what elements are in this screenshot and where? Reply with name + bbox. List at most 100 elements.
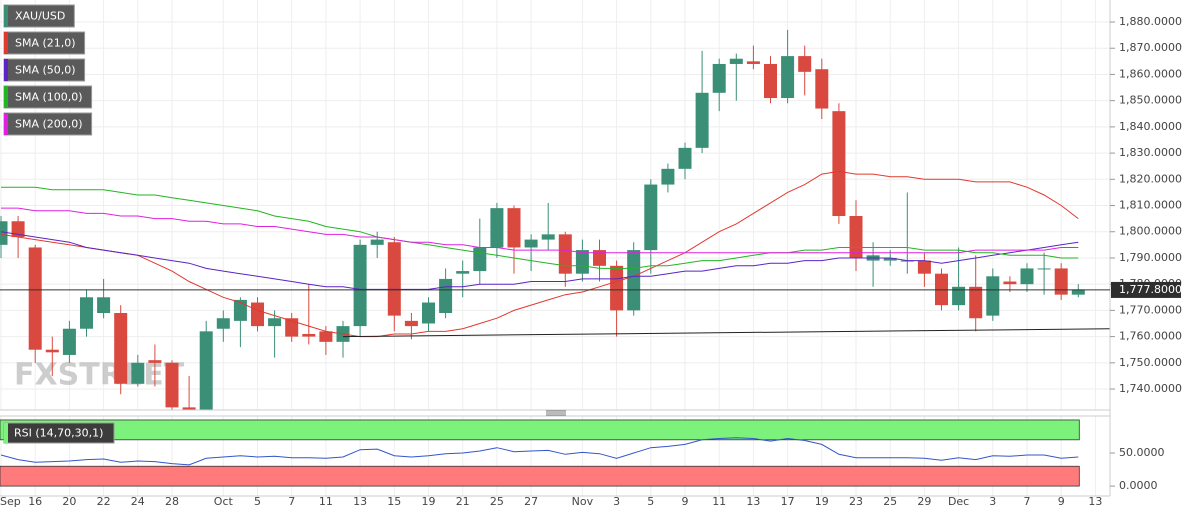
candle-body — [114, 313, 128, 384]
x-tick-label: 25 — [490, 495, 504, 508]
y-tick-label: 1,750.0000 — [1119, 356, 1182, 369]
candle-body — [849, 216, 863, 258]
candle-body — [251, 302, 264, 327]
candle-body — [917, 260, 931, 274]
y-tick-label: 1,880.0000 — [1119, 15, 1182, 28]
x-tick-label: 21 — [456, 495, 470, 508]
candle-body — [627, 250, 641, 311]
candle-body — [45, 349, 59, 353]
rsi-label-swatch — [4, 423, 8, 443]
sma-line — [1, 207, 1079, 254]
candle-body — [935, 273, 948, 306]
candle-body — [1054, 268, 1068, 295]
x-tick-label: Oct — [214, 495, 234, 508]
candle-body — [610, 265, 624, 311]
resize-handle[interactable] — [546, 410, 566, 416]
sma-line — [1, 186, 1079, 269]
candle-body — [422, 302, 435, 324]
candle-body — [353, 244, 367, 327]
axes: Sep 16 20 22 24 28 Oct 5 7 11 13 15 19 21 25 27 Nov 3 5 9 11… — [0, 15, 1182, 508]
candle-body — [986, 276, 1000, 316]
rsi-band — [0, 465, 1080, 487]
x-tick-label: 17 — [781, 495, 795, 508]
legend-swatch — [4, 32, 8, 54]
candle-body — [644, 184, 658, 251]
candle-body — [0, 221, 8, 245]
y-tick-label: 1,760.0000 — [1119, 330, 1182, 343]
sma-line — [0, 231, 1079, 290]
x-tick-label: 15 — [387, 495, 401, 508]
x-tick-label: 11 — [712, 495, 726, 508]
legend-label: SMA (21,0) — [15, 37, 76, 50]
x-tick-label: 3 — [989, 495, 996, 508]
candle-body — [798, 56, 812, 72]
x-tick-label: Sep — [0, 495, 21, 508]
x-tick-label: 24 — [131, 495, 145, 508]
candle-body — [216, 318, 230, 329]
candle-body — [712, 63, 726, 93]
y-tick-label: 1,810.0000 — [1119, 199, 1182, 212]
candle-body — [28, 247, 42, 350]
y-tick-label: 1,830.0000 — [1119, 146, 1182, 159]
price-plot — [0, 29, 1110, 410]
y-tick-label: 1,790.0000 — [1119, 251, 1182, 264]
x-tick-label: 13 — [746, 495, 760, 508]
candle-body — [165, 362, 179, 408]
trendline — [342, 328, 1110, 338]
x-tick-label: 19 — [815, 495, 829, 508]
x-tick-label: 16 — [28, 495, 42, 508]
candle-body — [593, 250, 606, 266]
candle-body — [148, 360, 162, 363]
candle-body — [387, 242, 401, 316]
candle-body — [302, 333, 316, 337]
candle-body — [729, 58, 743, 64]
candle-body — [11, 221, 25, 237]
candle-body — [1020, 268, 1034, 285]
last-price-box — [1111, 281, 1181, 298]
y-tick-label: 1,770.0000 — [1119, 303, 1182, 316]
y-tick-label: 1,800.0000 — [1119, 225, 1182, 238]
y-tick-label: 1,820.0000 — [1119, 172, 1182, 185]
candle-body — [1003, 281, 1017, 285]
candle-body — [62, 328, 76, 355]
candle-body — [131, 362, 145, 384]
y-tick-label: 1,870.0000 — [1119, 41, 1182, 54]
candle-body — [575, 250, 589, 274]
x-tick-label: 22 — [97, 495, 111, 508]
candle-body — [233, 299, 247, 321]
x-tick-label: 9 — [682, 495, 689, 508]
candle-body — [764, 63, 777, 99]
candle-body — [832, 111, 846, 217]
x-tick-label: 7 — [1024, 495, 1031, 508]
y-tick-label: 0.0000 — [1119, 479, 1158, 492]
x-tick-label: 7 — [288, 495, 295, 508]
x-tick-label: 5 — [647, 495, 654, 508]
y-tick-label: 50.0000 — [1119, 446, 1165, 459]
legend-label: SMA (200,0) — [15, 118, 83, 131]
candle-body — [199, 331, 213, 410]
candle-body — [558, 234, 572, 274]
x-tick-label: 13 — [1088, 495, 1102, 508]
candle-body — [695, 92, 709, 148]
rsi-label: RSI (14,70,30,1) — [14, 427, 103, 440]
y-tick-label: 1,740.0000 — [1119, 382, 1182, 395]
candle-body — [678, 147, 692, 169]
candle-body — [268, 318, 282, 327]
rsi-line — [0, 437, 1079, 466]
candle-body — [182, 407, 196, 410]
y-tick-label: 1,850.0000 — [1119, 94, 1182, 107]
candle-body — [80, 297, 93, 329]
candle-body — [490, 208, 504, 248]
legend-swatch — [4, 113, 8, 135]
x-tick-label: 11 — [319, 495, 333, 508]
candle-body — [319, 331, 333, 342]
x-tick-label: 13 — [353, 495, 367, 508]
candle-body — [746, 61, 760, 64]
candle-body — [815, 69, 829, 109]
x-tick-label: 28 — [165, 495, 179, 508]
candle-body — [97, 297, 111, 314]
legend-label: SMA (100,0) — [15, 91, 83, 104]
candle-body — [1071, 289, 1085, 295]
candle-body — [439, 278, 453, 314]
